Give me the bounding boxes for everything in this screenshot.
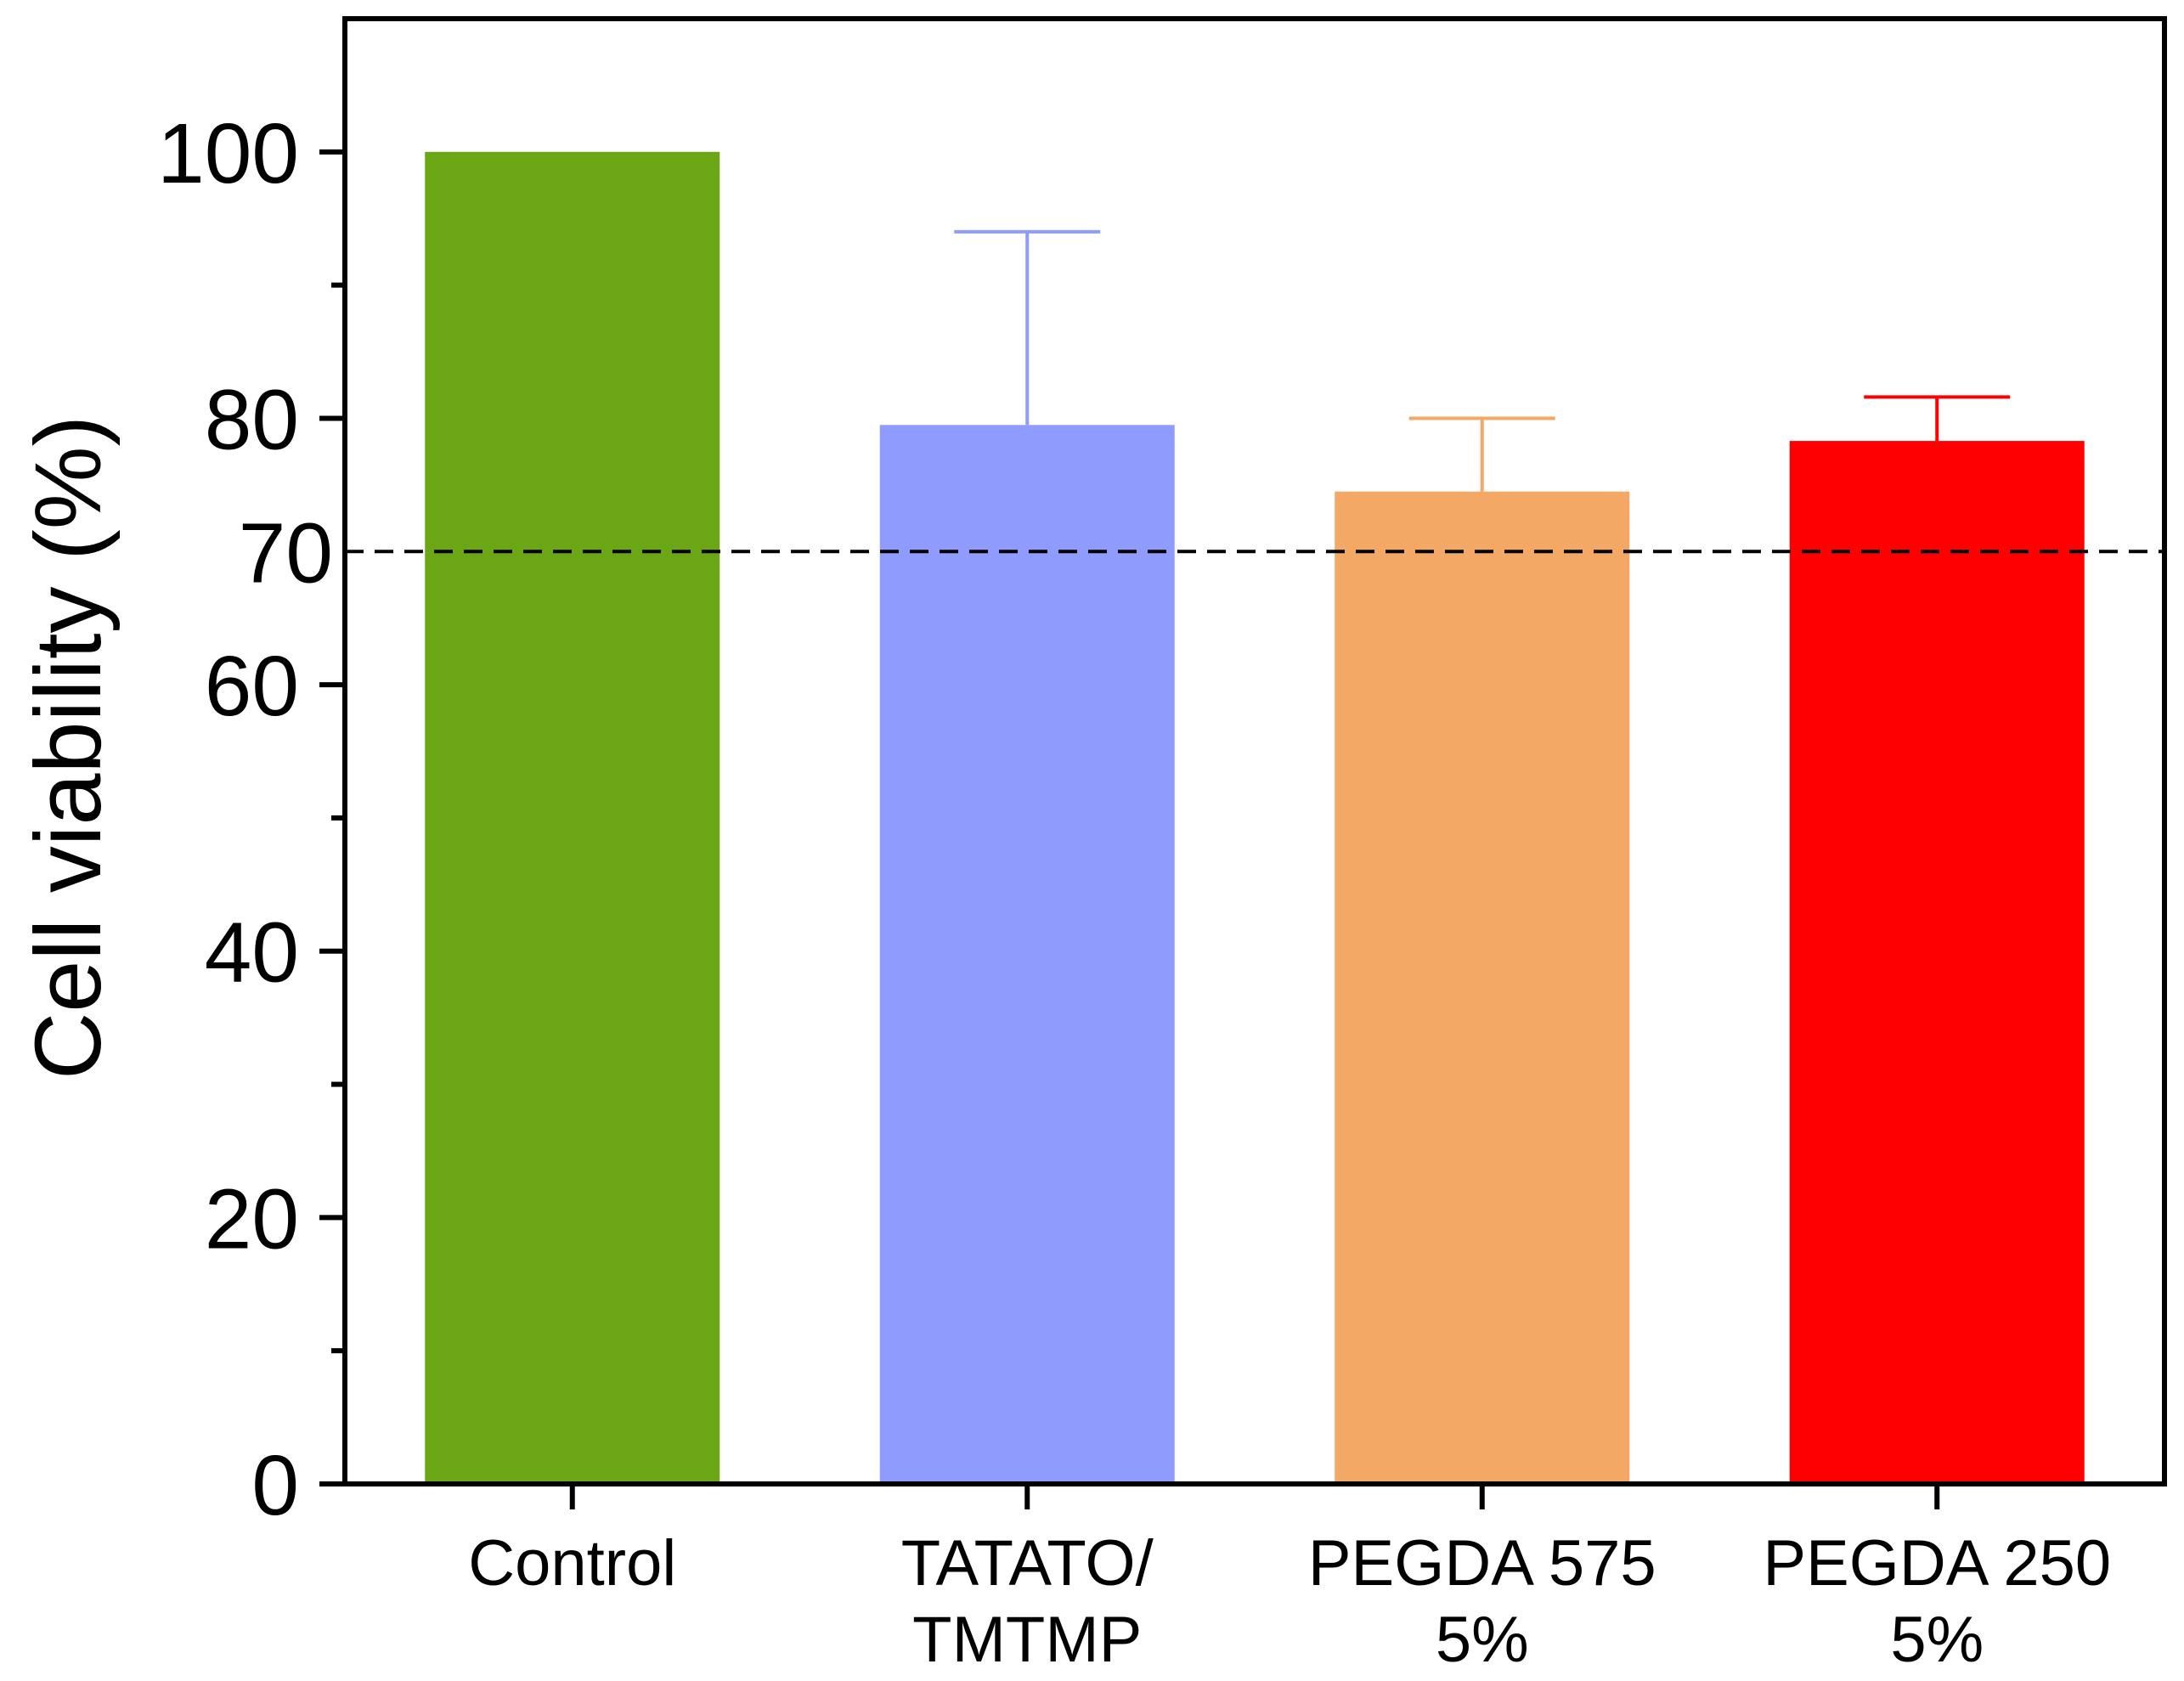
- y-axis-title: Cell viability (%): [16, 415, 121, 1080]
- axes: 70 0 20 40 60 80 100 Control TATATO/TMTMP PEGDA 5…: [157, 16, 2167, 1676]
- x-tick-label-line: PEGDA 250: [1763, 1527, 2111, 1599]
- x-tick-label-line: TATATO/: [901, 1527, 1154, 1599]
- plot-frame: [342, 16, 2167, 1486]
- y-tick-label: 100: [157, 106, 299, 201]
- y-tick-label: 0: [251, 1438, 299, 1533]
- y-tick-label: 80: [205, 372, 299, 467]
- x-tick-label: PEGDA 575 5%: [1308, 1527, 1656, 1676]
- x-tick-label: TATATO/TMTMP: [901, 1527, 1154, 1676]
- y-tick-label: 60: [205, 639, 299, 734]
- x-tick-label-line: 5%: [1890, 1604, 1984, 1676]
- x-tick-label-line: 5%: [1436, 1604, 1529, 1676]
- bar-1: [879, 425, 1175, 1485]
- y-tick-label: 40: [205, 905, 299, 1001]
- bar-2: [1335, 491, 1630, 1484]
- x-tick-label: Control: [468, 1527, 676, 1599]
- y-tick-label: 20: [205, 1171, 299, 1266]
- plot-area: [345, 151, 2164, 1485]
- bar-0: [425, 151, 720, 1485]
- reference-line-label: 70: [239, 505, 333, 601]
- x-tick-label-line: PEGDA 575: [1308, 1527, 1656, 1599]
- x-tick-label-line: Control: [468, 1527, 676, 1599]
- x-tick-label: PEGDA 250 5%: [1763, 1527, 2111, 1676]
- bar-3: [1789, 441, 2085, 1484]
- x-tick-label-line: TMTMP: [912, 1604, 1142, 1676]
